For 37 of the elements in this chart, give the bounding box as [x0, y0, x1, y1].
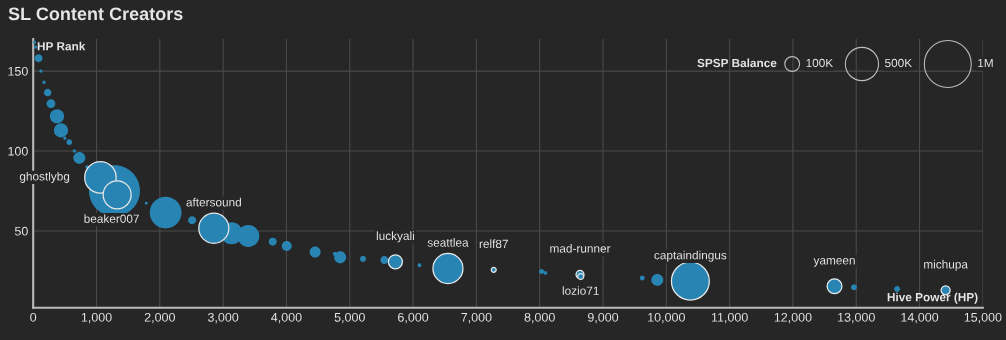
x-tick-label: 10,000	[648, 312, 685, 324]
y-tick-label: 100	[8, 146, 28, 156]
x-axis-title: Hive Power (HP)	[887, 292, 978, 304]
annotation: lozio71	[562, 286, 599, 295]
annotation: captaindingus	[654, 250, 727, 262]
x-tick-label: 2,000	[144, 312, 175, 324]
x-tick-label: 13,000	[838, 312, 875, 324]
legend-label: 500K	[885, 58, 912, 68]
annotation: luckyali	[376, 231, 414, 243]
chart-title: SL Content Creators	[8, 7, 183, 21]
annotation: relf87	[479, 239, 508, 249]
x-tick-label: 15,000	[964, 312, 1002, 324]
annotation: seattlea	[427, 238, 469, 247]
x-tick-label: 8,000	[524, 312, 555, 324]
y-axis-title: HP Rank	[37, 41, 86, 51]
x-tick-label: 14,000	[901, 312, 939, 324]
legend-title: SPSP Balance	[697, 58, 777, 68]
annotation: ghostlybg	[19, 171, 70, 183]
annotation: beaker007	[84, 214, 139, 223]
annotation: michupa	[924, 259, 968, 271]
legend-label: 1M	[978, 58, 993, 68]
y-tick-label: 50	[14, 226, 28, 236]
x-tick-label: 6,000	[398, 312, 429, 324]
annotation: mad-runner	[550, 244, 611, 253]
legend-label: 100K	[806, 58, 834, 68]
y-tick-label: 150	[8, 66, 28, 76]
x-tick-label: 0	[30, 312, 37, 322]
x-tick-label: 4,000	[271, 312, 302, 324]
annotation: aftersound	[186, 197, 241, 207]
x-tick-label: 3,000	[207, 312, 239, 324]
x-tick-label: 1,000	[81, 312, 112, 324]
annotation: yameen	[813, 258, 855, 267]
x-tick-label: 9,000	[587, 312, 619, 324]
x-tick-label: 5,000	[334, 312, 365, 324]
x-tick-label: 12,000	[774, 312, 812, 324]
x-tick-label: 11,000	[711, 312, 748, 324]
x-tick-label: 7,000	[461, 312, 492, 324]
